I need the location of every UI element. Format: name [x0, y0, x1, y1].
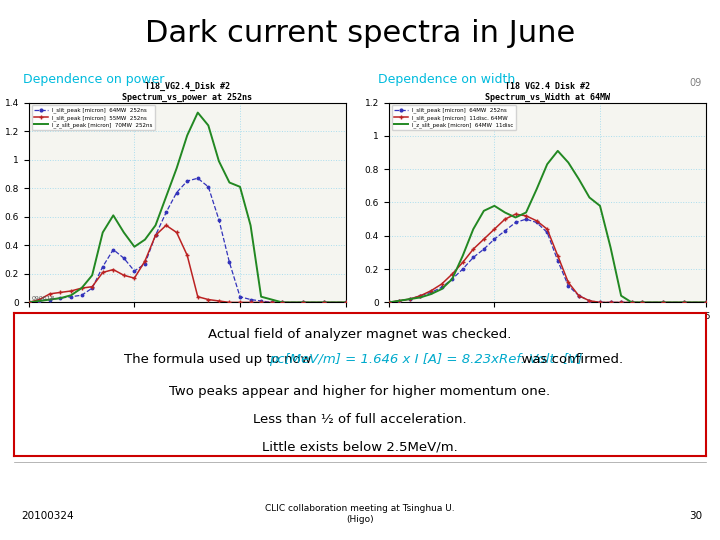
X-axis label: pc  (MeV/c): pc (MeV/c): [162, 327, 212, 336]
Text: Dependence on power: Dependence on power: [23, 73, 164, 86]
Text: Less than ½ of full acceleration.: Less than ½ of full acceleration.: [253, 414, 467, 427]
Text: 090618: 090618: [32, 296, 55, 301]
Text: 30: 30: [689, 511, 702, 521]
Text: 20100324: 20100324: [22, 511, 74, 521]
Text: Little exists below 2.5MeV/m.: Little exists below 2.5MeV/m.: [262, 441, 458, 454]
Text: The formula used up to now: The formula used up to now: [124, 353, 320, 366]
Title: T18 VG2.4 Disk #2
Spectrum_vs_Width at 64MW: T18 VG2.4 Disk #2 Spectrum_vs_Width at 6…: [485, 83, 610, 102]
Text: CLIC collaboration meeting at Tsinghua U.
(Higo): CLIC collaboration meeting at Tsinghua U…: [265, 504, 455, 524]
Text: was confirmed.: was confirmed.: [513, 353, 623, 366]
Text: pc[MeV/m] = 1.646 x I [A] = 8.23xRef. Volt. [V]: pc[MeV/m] = 1.646 x I [A] = 8.23xRef. Vo…: [269, 353, 582, 366]
Text: Actual field of analyzer magnet was checked.: Actual field of analyzer magnet was chec…: [208, 327, 512, 341]
Text: Dark current spectra in June: Dark current spectra in June: [145, 19, 575, 48]
Text: Dependence on width: Dependence on width: [378, 73, 515, 86]
Legend: l_slit_peak [micron]  64MW  252ns, l_slit_peak [micron]  55MW  252ns, l_z_slit_p: l_slit_peak [micron] 64MW 252ns, l_slit_…: [32, 105, 155, 130]
Legend: l_slit_peak [micron]  64MW  252ns, l_slit_peak [micron]  11disc. 64MW, l_z_slit_: l_slit_peak [micron] 64MW 252ns, l_slit_…: [392, 105, 516, 130]
X-axis label: pc  (MeV/c): pc (MeV/c): [522, 327, 572, 336]
Text: 09: 09: [690, 78, 702, 89]
Text: Two peaks appear and higher for higher momentum one.: Two peaks appear and higher for higher m…: [169, 384, 551, 398]
Title: T18_VG2.4_Disk #2
Spectrum_vs_power at 252ns: T18_VG2.4_Disk #2 Spectrum_vs_power at 2…: [122, 82, 252, 102]
